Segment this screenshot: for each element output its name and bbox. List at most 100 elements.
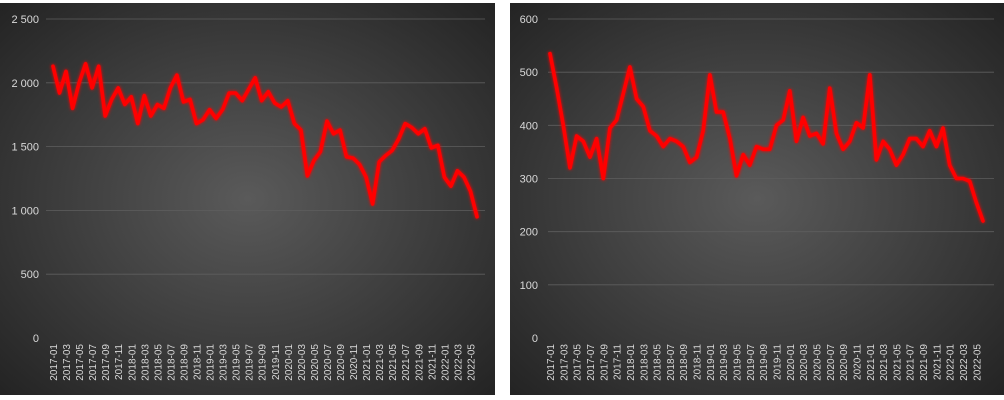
x-tick-label: 2017-09 — [599, 344, 610, 381]
x-tick-label: 2019-09 — [759, 344, 770, 381]
data-point — [110, 98, 113, 101]
data-point — [848, 140, 851, 143]
x-tick-label: 2021-11 — [932, 344, 943, 380]
y-tick-label: 400 — [520, 120, 538, 132]
data-point — [397, 137, 400, 140]
data-point — [463, 176, 466, 179]
y-tick-label: 2 000 — [11, 78, 39, 90]
data-point — [104, 115, 107, 118]
y-tick-label: 0 — [532, 333, 538, 345]
chart-background — [510, 3, 1004, 395]
data-point — [456, 169, 459, 172]
x-tick-label: 2020-03 — [799, 344, 810, 381]
data-point — [702, 129, 705, 132]
data-point — [443, 176, 446, 179]
data-point — [299, 129, 302, 132]
x-tick-label: 2021-07 — [906, 344, 917, 381]
data-point — [675, 140, 678, 143]
y-tick-label: 100 — [520, 280, 538, 292]
x-tick-label: 2018-09 — [679, 344, 690, 381]
data-point — [728, 137, 731, 140]
x-tick-label: 2018-11 — [693, 344, 704, 380]
x-tick-label: 2019-01 — [706, 344, 717, 381]
x-tick-label: 2018-03 — [140, 344, 151, 381]
x-tick-label: 2020-11 — [349, 344, 360, 380]
data-point — [286, 99, 289, 102]
x-tick-label: 2017-03 — [62, 344, 73, 381]
data-point — [982, 220, 985, 223]
data-point — [449, 185, 452, 188]
data-point — [84, 62, 87, 65]
data-point — [748, 164, 751, 167]
data-point — [136, 122, 139, 125]
data-point — [352, 157, 355, 160]
data-point — [410, 126, 413, 129]
data-point — [221, 108, 224, 111]
data-point — [648, 129, 651, 132]
x-tick-label: 2021-03 — [879, 344, 890, 381]
data-point — [815, 132, 818, 135]
x-tick-label: 2021-03 — [375, 344, 386, 381]
data-point — [241, 99, 244, 102]
x-tick-label: 2019-07 — [245, 344, 256, 381]
data-point — [273, 102, 276, 105]
data-point — [430, 146, 433, 149]
data-point — [628, 65, 631, 68]
data-point — [668, 137, 671, 140]
data-point — [755, 145, 758, 148]
y-tick-label: 500 — [520, 67, 538, 79]
data-point — [208, 108, 211, 111]
x-tick-label: 2017-05 — [75, 344, 86, 381]
chart-panel-left: 0 500 1 000 1 500 2 000 2 500 2017-01 2017-03 20… — [0, 3, 495, 395]
data-point — [615, 119, 618, 122]
data-point — [247, 88, 250, 91]
data-point — [948, 164, 951, 167]
data-point — [476, 215, 479, 218]
x-tick-label: 2020-05 — [812, 344, 823, 381]
x-tick-label: 2020-07 — [826, 344, 837, 381]
data-point — [708, 73, 711, 76]
x-tick-label: 2019-11 — [772, 344, 783, 380]
x-tick-label: 2020-09 — [839, 344, 850, 381]
data-point — [782, 119, 785, 122]
y-tick-label: 2 500 — [11, 14, 39, 26]
data-point — [862, 127, 865, 130]
data-point — [130, 95, 133, 98]
data-point — [312, 159, 315, 162]
data-point — [293, 122, 296, 125]
x-tick-label: 2018-09 — [179, 344, 190, 381]
x-tick-label: 2018-01 — [626, 344, 637, 381]
data-point — [569, 166, 572, 169]
data-point — [267, 90, 270, 93]
x-tick-label: 2021-07 — [401, 344, 412, 381]
data-point — [143, 94, 146, 97]
x-tick-label: 2020-03 — [297, 344, 308, 381]
x-tick-label: 2020-01 — [284, 344, 295, 381]
data-point — [280, 106, 283, 109]
data-point — [339, 129, 342, 132]
data-point — [915, 137, 918, 140]
data-point — [895, 164, 898, 167]
data-point — [575, 135, 578, 138]
data-point — [169, 86, 172, 89]
y-tick-label: 1 500 — [11, 142, 39, 154]
data-point — [162, 107, 165, 110]
data-point — [768, 148, 771, 151]
x-tick-label: 2019-09 — [258, 344, 269, 381]
data-point — [332, 132, 335, 135]
data-point — [868, 73, 871, 76]
x-tick-label: 2017-01 — [546, 344, 557, 381]
data-point — [842, 148, 845, 151]
data-point — [65, 70, 68, 73]
data-point — [688, 161, 691, 164]
y-tick-label: 300 — [520, 174, 538, 186]
data-point — [365, 176, 368, 179]
data-point — [326, 120, 329, 123]
x-tick-label: 2017-07 — [88, 344, 99, 381]
data-point — [423, 127, 426, 130]
x-tick-label: 2021-11 — [427, 344, 438, 380]
data-point — [378, 160, 381, 163]
x-tick-label: 2018-07 — [666, 344, 677, 381]
data-point — [371, 203, 374, 206]
